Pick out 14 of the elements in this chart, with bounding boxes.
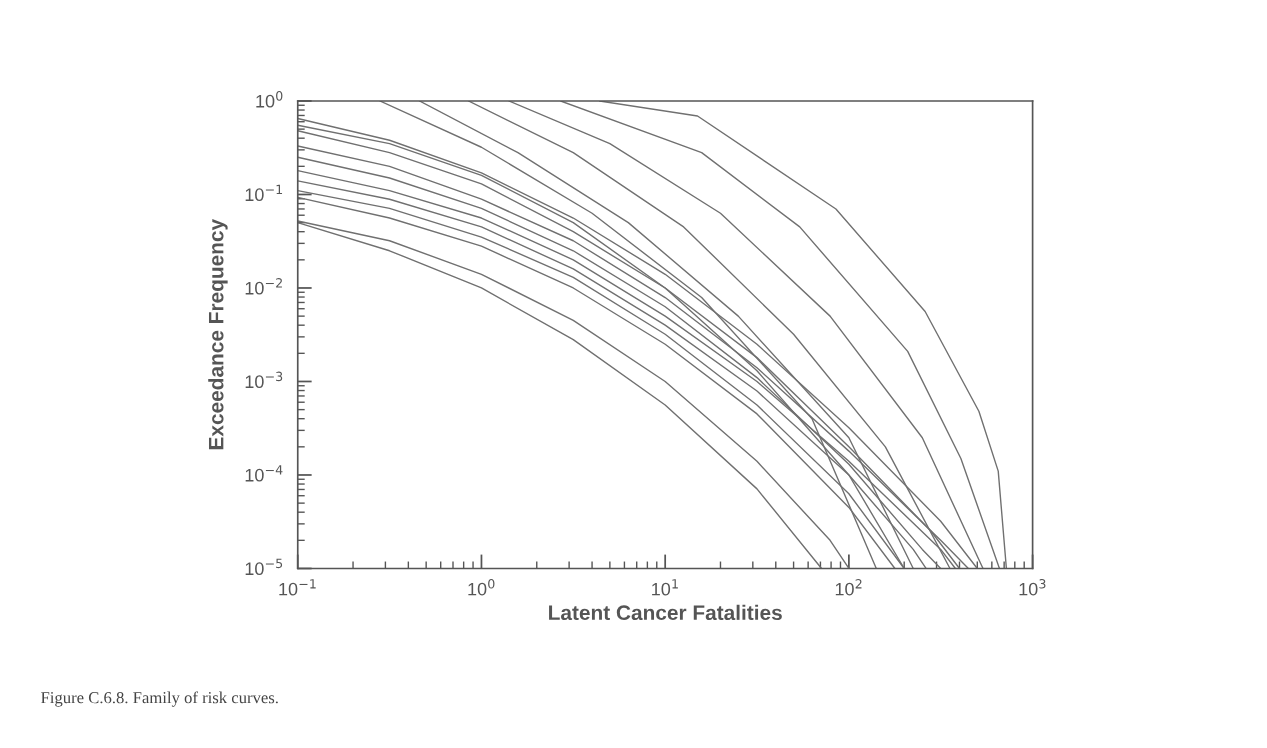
y-tick-label: 10$^{−3}$ [245, 371, 283, 389]
y-tick-label: 10$^{−4}$ [245, 465, 283, 482]
y-axis-title: Exceedance Frequency [208, 219, 228, 450]
y-tick-label: 10$^{−1}$ [245, 184, 283, 202]
y-tick-label: 10$^{−5}$ [245, 558, 283, 576]
y-tick-label: 10$^{0}$ [256, 91, 283, 108]
x-tick-label: 10$^{0}$ [468, 579, 495, 596]
x-tick-label: 10$^{−1}$ [279, 579, 316, 596]
y-tick-label: 10$^{−2}$ [245, 278, 282, 295]
x-tick-label: 10$^{2}$ [835, 579, 862, 596]
x-axis-title: Latent Cancer Fatalities [549, 604, 782, 621]
text: Figure C.6.8. Family of risk curves. [41, 691, 278, 707]
x-tick-label: 10$^{1}$ [652, 579, 678, 596]
x-tick-label: 10$^{3}$ [1019, 579, 1046, 596]
